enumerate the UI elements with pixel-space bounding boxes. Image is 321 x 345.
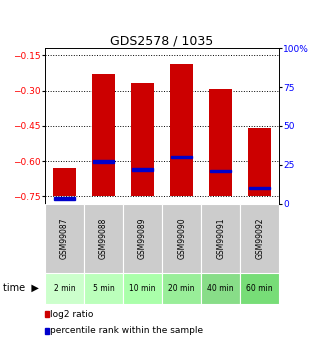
Text: 5 min: 5 min [93, 284, 114, 293]
Text: GSM99091: GSM99091 [216, 217, 225, 259]
Bar [171, 156, 192, 158]
Bar [240, 204, 279, 273]
Bar [162, 273, 201, 304]
Bar [201, 273, 240, 304]
Title: GDS2578 / 1035: GDS2578 / 1035 [110, 34, 214, 47]
Bar [249, 187, 270, 189]
Bar [162, 204, 201, 273]
Bar [209, 89, 232, 197]
Text: log2 ratio: log2 ratio [49, 310, 93, 319]
Bar [45, 273, 84, 304]
Text: 40 min: 40 min [207, 284, 234, 293]
Bar [132, 168, 153, 171]
Bar [201, 204, 240, 273]
Text: 2 min: 2 min [54, 284, 75, 293]
Bar [92, 74, 115, 197]
Text: 20 min: 20 min [169, 284, 195, 293]
Bar [53, 168, 76, 197]
Bar [84, 273, 123, 304]
Text: 10 min: 10 min [129, 284, 156, 293]
Text: percentile rank within the sample: percentile rank within the sample [49, 326, 203, 335]
Bar [93, 160, 114, 163]
Text: GSM99090: GSM99090 [177, 217, 186, 259]
Bar [170, 63, 193, 197]
Bar [123, 204, 162, 273]
Text: GSM99088: GSM99088 [99, 217, 108, 259]
Bar [123, 273, 162, 304]
Bar [131, 83, 154, 197]
Bar [45, 204, 84, 273]
Text: GSM99087: GSM99087 [60, 217, 69, 259]
Text: time  ▶: time ▶ [3, 283, 39, 293]
Text: 60 min: 60 min [247, 284, 273, 293]
Bar [248, 128, 272, 197]
Bar [210, 169, 231, 172]
Bar [84, 204, 123, 273]
Text: GSM99092: GSM99092 [255, 217, 264, 259]
Bar [54, 197, 75, 200]
Text: GSM99089: GSM99089 [138, 217, 147, 259]
Bar [240, 273, 279, 304]
